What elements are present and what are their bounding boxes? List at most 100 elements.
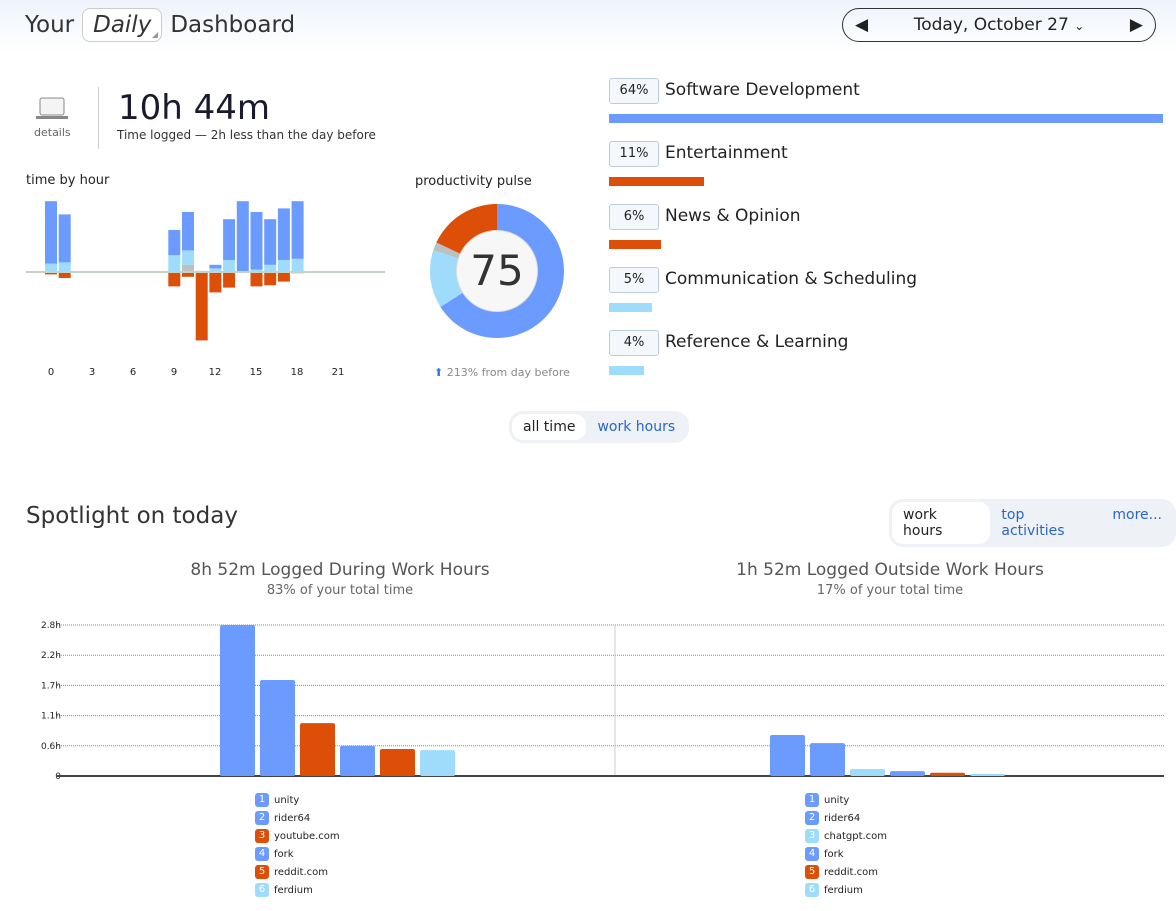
activity-bar[interactable] bbox=[260, 680, 295, 776]
legend-label: rider64 bbox=[824, 812, 861, 824]
work-hours-legend: 1 unity 2 rider64 3 youtube.com 4 fork 5 reddit.c… bbox=[255, 791, 340, 899]
hour-bar-productive bbox=[264, 219, 277, 265]
category-name: News & Opinion bbox=[665, 205, 801, 226]
hour-bar-productive bbox=[291, 201, 304, 259]
legend-rank: 1 bbox=[255, 793, 269, 807]
activity-bar[interactable] bbox=[420, 750, 455, 776]
work-hours-sub: 83% of your total time bbox=[266, 583, 414, 598]
y-tick: 2.8h bbox=[41, 621, 61, 631]
hour-bar-distracting bbox=[182, 272, 194, 277]
tab-work-hours-spotlight[interactable]: work hours bbox=[892, 502, 991, 544]
activity-bar[interactable] bbox=[970, 773, 1005, 776]
legend-rank: 3 bbox=[805, 829, 819, 843]
category-item[interactable]: 5% Communication & Scheduling bbox=[609, 267, 917, 312]
legend-item[interactable]: 3 youtube.com bbox=[255, 827, 340, 845]
hour-bar-neutral bbox=[209, 268, 222, 272]
legend-label: reddit.com bbox=[824, 866, 878, 878]
category-name: Reference & Learning bbox=[665, 331, 849, 352]
category-item[interactable]: 4% Reference & Learning bbox=[609, 330, 848, 375]
legend-rank: 4 bbox=[805, 847, 819, 861]
hour-bar-distracting bbox=[250, 272, 263, 287]
details-label: details bbox=[34, 126, 71, 139]
legend-rank: 2 bbox=[255, 811, 269, 825]
date-label: Today, October 27 bbox=[913, 15, 1069, 35]
page-title: Your Daily Dashboard bbox=[25, 8, 295, 42]
hour-bar-productive bbox=[45, 201, 57, 264]
tab-top-activities[interactable]: top activities bbox=[1001, 507, 1065, 539]
activity-bar[interactable] bbox=[890, 771, 925, 776]
work-hours-title: 8h 52m Logged During Work Hours bbox=[190, 560, 490, 580]
category-item[interactable]: 11% Entertainment bbox=[609, 141, 788, 186]
hour-tick: 6 bbox=[130, 367, 136, 378]
activity-bar[interactable] bbox=[810, 743, 845, 776]
hour-bar-other bbox=[182, 264, 194, 272]
category-name: Entertainment bbox=[665, 142, 788, 163]
title-dashboard: Dashboard bbox=[170, 12, 296, 38]
period-select[interactable]: Daily bbox=[82, 8, 163, 42]
hour-bar-distracting bbox=[264, 272, 277, 286]
donut-slice-neutral bbox=[430, 250, 464, 307]
legend-label: youtube.com bbox=[274, 830, 340, 842]
tab-work-hours[interactable]: work hours bbox=[597, 419, 676, 435]
legend-item[interactable]: 1 unity bbox=[805, 791, 887, 809]
hour-bar-neutral bbox=[291, 258, 304, 272]
activity-bar[interactable] bbox=[850, 768, 885, 776]
activity-bar[interactable] bbox=[300, 723, 335, 776]
legend-item[interactable]: 2 rider64 bbox=[255, 809, 340, 827]
y-tick: 1.1h bbox=[41, 712, 61, 722]
legend-rank: 2 bbox=[805, 811, 819, 825]
hour-bar-productive bbox=[236, 201, 249, 272]
activity-bar[interactable] bbox=[770, 735, 805, 776]
category-pct: 5% bbox=[609, 267, 659, 293]
legend-item[interactable]: 5 reddit.com bbox=[255, 863, 340, 881]
donut-slice-distracting bbox=[436, 204, 497, 254]
time-logged: 10h 44m bbox=[118, 88, 271, 128]
activity-bar[interactable] bbox=[220, 625, 255, 776]
legend-item[interactable]: 4 fork bbox=[805, 845, 887, 863]
category-bar bbox=[609, 303, 653, 312]
hour-bar-distracting bbox=[195, 272, 208, 341]
category-item[interactable]: 6% News & Opinion bbox=[609, 204, 801, 249]
hour-tick: 3 bbox=[89, 367, 95, 378]
hour-bar-distracting bbox=[277, 272, 290, 282]
legend-item[interactable]: 2 rider64 bbox=[805, 809, 887, 827]
hour-bar-neutral bbox=[277, 260, 290, 272]
productivity-donut bbox=[430, 204, 564, 338]
tab-more[interactable]: more... bbox=[1112, 507, 1162, 523]
hour-bar-distracting bbox=[58, 272, 71, 278]
hour-bar-neutral bbox=[182, 250, 194, 265]
legend-label: fork bbox=[274, 848, 294, 860]
next-day-button[interactable]: ▶ bbox=[1129, 15, 1143, 35]
category-item[interactable]: 64% Software Development bbox=[609, 78, 1163, 123]
legend-item[interactable]: 6 ferdium bbox=[805, 881, 887, 899]
category-bar bbox=[609, 240, 661, 249]
tab-all-time[interactable]: all time bbox=[512, 414, 587, 440]
legend-label: fork bbox=[824, 848, 844, 860]
legend-label: unity bbox=[274, 794, 300, 806]
date-select[interactable]: Today, October 27 ⌄ bbox=[914, 15, 1085, 35]
legend-rank: 3 bbox=[255, 829, 269, 843]
hour-bar-productive bbox=[277, 208, 290, 260]
activity-bar[interactable] bbox=[930, 772, 965, 776]
hour-tick: 15 bbox=[250, 367, 263, 378]
category-pct: 64% bbox=[609, 78, 659, 104]
legend-label: chatgpt.com bbox=[824, 830, 888, 842]
legend-item[interactable]: 6 ferdium bbox=[255, 881, 340, 899]
title-your: Your bbox=[25, 12, 75, 38]
legend-label: ferdium bbox=[274, 884, 313, 896]
chevron-down-icon: ⌄ bbox=[1074, 19, 1085, 33]
activity-bar[interactable] bbox=[380, 749, 415, 776]
legend-item[interactable]: 5 reddit.com bbox=[805, 863, 887, 881]
legend-item[interactable]: 4 fork bbox=[255, 845, 340, 863]
legend-item[interactable]: 1 unity bbox=[255, 791, 340, 809]
legend-item[interactable]: 3 chatgpt.com bbox=[805, 827, 887, 845]
outside-hours-sub: 17% of your total time bbox=[816, 583, 964, 598]
details-button[interactable]: details bbox=[34, 96, 71, 139]
outside-hours-title: 1h 52m Logged Outside Work Hours bbox=[736, 560, 1044, 580]
prev-day-button[interactable]: ◀ bbox=[855, 15, 869, 35]
hour-bar-neutral bbox=[45, 263, 57, 272]
spotlight-bar-chart: 00.6h1.1h1.7h2.2h2.8h bbox=[41, 621, 1164, 782]
pulse-change-text: 213% from day before bbox=[446, 366, 570, 379]
activity-bar[interactable] bbox=[340, 745, 375, 776]
hour-bar-neutral bbox=[250, 269, 263, 272]
